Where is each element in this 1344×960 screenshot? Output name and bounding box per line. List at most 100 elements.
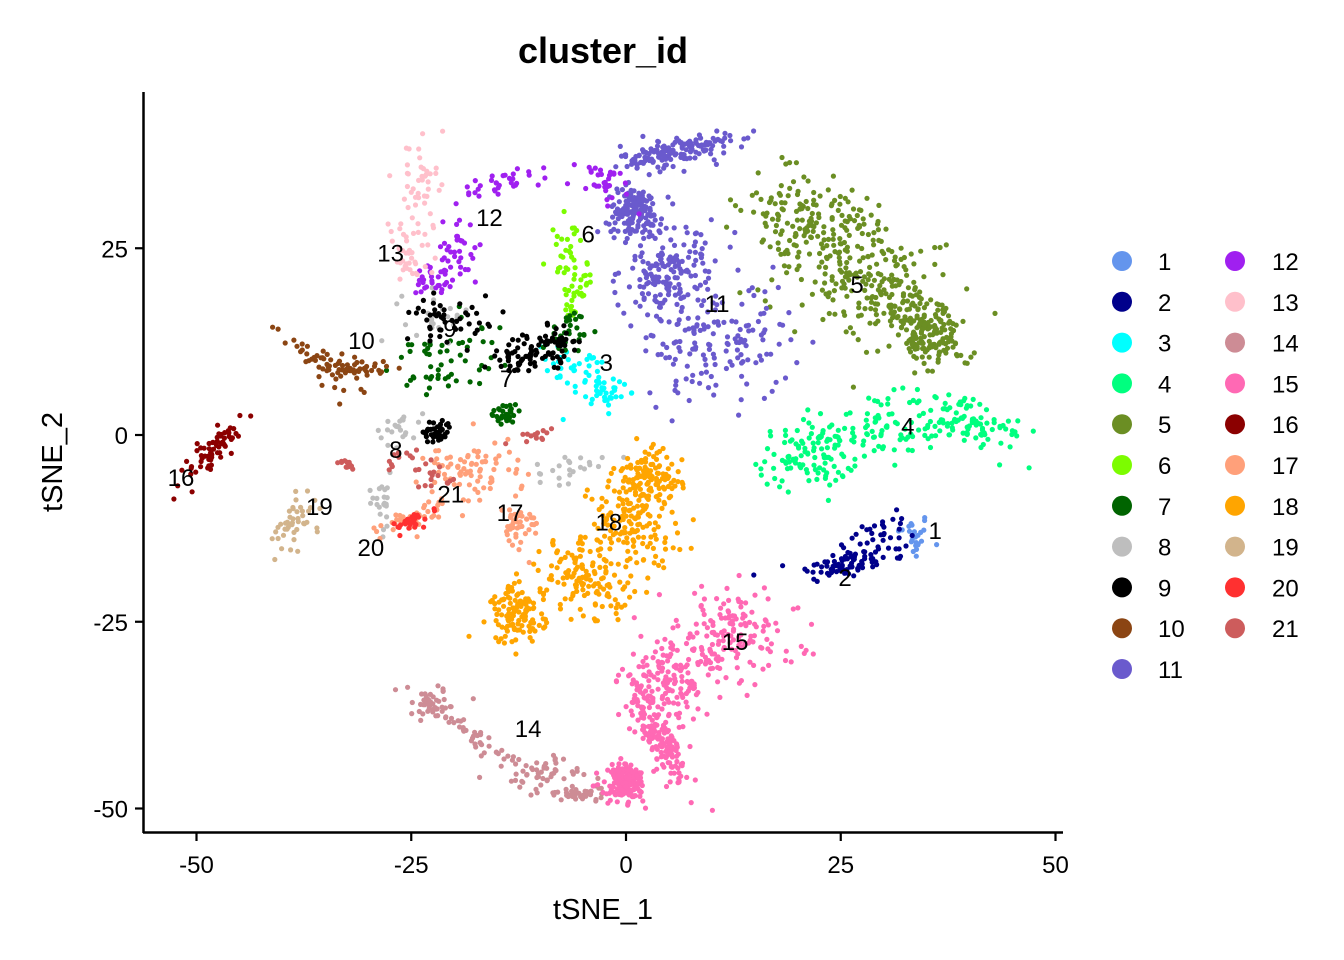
cluster-label-6: 6 bbox=[582, 221, 595, 248]
cluster-label-21: 21 bbox=[437, 481, 464, 508]
legend-label: 17 bbox=[1272, 453, 1299, 480]
legend-item-1: 1 bbox=[1112, 249, 1171, 276]
legend-swatch bbox=[1112, 332, 1132, 353]
cluster-21-points bbox=[335, 426, 555, 490]
legend-label: 9 bbox=[1158, 575, 1171, 602]
legend-item-18: 18 bbox=[1225, 494, 1299, 521]
y-tick-label: 25 bbox=[101, 236, 128, 263]
legend-item-11: 11 bbox=[1112, 657, 1183, 684]
cluster-label-19: 19 bbox=[306, 494, 333, 521]
cluster-label-20: 20 bbox=[358, 535, 385, 562]
cluster-label-5: 5 bbox=[850, 272, 863, 299]
legend-swatch bbox=[1225, 373, 1245, 394]
legend-swatch bbox=[1225, 332, 1245, 353]
legend-label: 15 bbox=[1272, 371, 1299, 398]
x-tick-label: -25 bbox=[394, 852, 429, 879]
legend-label: 16 bbox=[1272, 412, 1299, 439]
legend-swatch bbox=[1225, 618, 1245, 639]
legend-label: 12 bbox=[1272, 249, 1299, 276]
cluster-5-points bbox=[724, 154, 998, 390]
cluster-label-18: 18 bbox=[595, 510, 622, 537]
x-tick-label: 0 bbox=[619, 852, 632, 879]
legend-item-8: 8 bbox=[1112, 535, 1171, 562]
legend-label: 14 bbox=[1272, 331, 1299, 358]
legend-item-6: 6 bbox=[1112, 453, 1171, 480]
legend-item-5: 5 bbox=[1112, 412, 1171, 439]
legend-swatch bbox=[1112, 291, 1132, 312]
y-axis: -50 -25 0 25 tSNE_2 bbox=[37, 92, 145, 833]
cluster-label-7: 7 bbox=[500, 366, 513, 393]
legend-swatch bbox=[1112, 373, 1132, 394]
x-tick-label: 25 bbox=[827, 852, 854, 879]
cluster-4-points bbox=[753, 385, 1036, 503]
legend-swatch bbox=[1225, 536, 1245, 557]
legend-label: 10 bbox=[1158, 616, 1185, 643]
legend-item-12: 12 bbox=[1225, 249, 1299, 276]
x-tick-label: 50 bbox=[1042, 852, 1069, 879]
legend-label: 18 bbox=[1272, 494, 1299, 521]
legend-item-19: 19 bbox=[1225, 535, 1299, 562]
legend-item-14: 14 bbox=[1225, 331, 1299, 358]
cluster-19-points bbox=[269, 488, 323, 563]
cluster-label-4: 4 bbox=[901, 413, 914, 440]
legend-label: 20 bbox=[1272, 575, 1299, 602]
legend-swatch bbox=[1225, 414, 1245, 435]
legend-item-2: 2 bbox=[1112, 290, 1171, 317]
legend-swatch bbox=[1112, 251, 1132, 271]
legend-swatch bbox=[1225, 577, 1245, 598]
legend-swatch bbox=[1225, 495, 1245, 516]
y-axis-ticks: -50 -25 0 25 bbox=[93, 236, 143, 824]
legend-swatch bbox=[1112, 536, 1132, 557]
cluster-label-12: 12 bbox=[476, 205, 503, 232]
cluster-label-9: 9 bbox=[443, 316, 456, 343]
cluster-18-points bbox=[466, 436, 696, 657]
legend-swatch bbox=[1225, 455, 1245, 475]
legend-label: 4 bbox=[1158, 371, 1171, 398]
cluster-20-points bbox=[391, 506, 438, 539]
legend-item-4: 4 bbox=[1112, 371, 1171, 398]
cluster-9-points bbox=[405, 290, 582, 445]
cluster-7-points bbox=[383, 303, 598, 427]
cluster-label-2: 2 bbox=[838, 565, 851, 592]
cluster-label-1: 1 bbox=[929, 518, 942, 545]
legend-label: 7 bbox=[1158, 494, 1171, 521]
cluster-3-points bbox=[538, 344, 635, 423]
legend-label: 21 bbox=[1272, 616, 1299, 643]
cluster-16-points bbox=[171, 412, 254, 502]
cluster-label-11: 11 bbox=[705, 291, 730, 318]
cluster-label-15: 15 bbox=[722, 629, 749, 656]
cluster-label-13: 13 bbox=[377, 241, 404, 268]
cluster-label-3: 3 bbox=[600, 350, 613, 377]
cluster-label-14: 14 bbox=[515, 716, 542, 743]
legend-swatch bbox=[1112, 495, 1132, 516]
legend-swatch bbox=[1112, 455, 1132, 475]
cluster-11-points bbox=[595, 128, 816, 424]
cluster-17-points bbox=[371, 421, 540, 566]
legend-item-21: 21 bbox=[1225, 616, 1299, 643]
legend-swatch bbox=[1112, 577, 1132, 598]
legend-item-15: 15 bbox=[1225, 371, 1299, 398]
chart-title: cluster_id bbox=[518, 30, 688, 71]
legend-label: 2 bbox=[1158, 290, 1171, 317]
legend-item-16: 16 bbox=[1225, 412, 1299, 439]
legend-label: 8 bbox=[1158, 535, 1171, 562]
legend-item-10: 10 bbox=[1112, 616, 1185, 643]
y-tick-label: -50 bbox=[93, 797, 128, 824]
legend-label: 1 bbox=[1158, 249, 1171, 276]
legend-item-3: 3 bbox=[1112, 331, 1171, 358]
cluster-10-points bbox=[270, 324, 402, 407]
cluster-12-points bbox=[413, 162, 642, 296]
legend-label: 11 bbox=[1158, 657, 1183, 684]
legend-label: 19 bbox=[1272, 535, 1299, 562]
legend-item-17: 17 bbox=[1225, 453, 1299, 480]
legend-swatch bbox=[1225, 291, 1245, 312]
x-axis-title: tSNE_1 bbox=[553, 894, 653, 926]
legend-item-7: 7 bbox=[1112, 494, 1171, 521]
x-tick-label: -50 bbox=[179, 852, 214, 879]
legend-item-13: 13 bbox=[1225, 290, 1299, 317]
legend-swatch bbox=[1112, 618, 1132, 639]
legend-label: 5 bbox=[1158, 412, 1171, 439]
